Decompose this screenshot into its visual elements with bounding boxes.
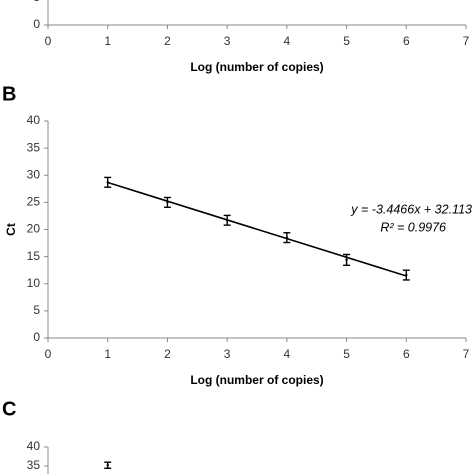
x-tick-label: 1 bbox=[104, 34, 111, 48]
point bbox=[166, 201, 169, 204]
x-tick-label: 7 bbox=[463, 347, 470, 361]
y-tick-label: 25 bbox=[27, 195, 41, 209]
y-tick-label: 0 bbox=[33, 17, 40, 31]
equation: y = -3.4466x + 32.113 bbox=[350, 202, 472, 216]
x-tick-label: 7 bbox=[463, 34, 470, 48]
point bbox=[225, 219, 229, 222]
y-tick-label: 35 bbox=[27, 140, 41, 154]
y-tick-label: 35 bbox=[27, 458, 41, 472]
point bbox=[405, 273, 408, 277]
panel-label: B bbox=[2, 83, 16, 105]
point bbox=[106, 464, 109, 467]
y-tick-label: 30 bbox=[27, 167, 41, 181]
x-tick-label: 0 bbox=[45, 347, 52, 361]
y-tick-label: 20 bbox=[27, 222, 41, 236]
y-tick-label: 40 bbox=[27, 439, 41, 453]
y-tick-label: 5 bbox=[33, 0, 40, 4]
x-tick-label: 2 bbox=[164, 34, 171, 48]
x-tick-label: 4 bbox=[284, 34, 291, 48]
x-tick-label: 5 bbox=[343, 347, 350, 361]
y-axis-label: Ct bbox=[4, 223, 18, 236]
trend-line bbox=[107, 181, 407, 277]
y-tick-label: 15 bbox=[27, 249, 41, 263]
x-axis-label: Log (number of copies) bbox=[190, 373, 323, 387]
x-tick-label: 5 bbox=[343, 34, 350, 48]
y-tick-label: 40 bbox=[27, 113, 41, 127]
x-tick-label: 0 bbox=[45, 34, 52, 48]
r-squared: R² = 0.9976 bbox=[380, 220, 446, 234]
point bbox=[285, 236, 289, 239]
x-axis-label: Log (number of copies) bbox=[190, 60, 323, 74]
x-tick-label: 6 bbox=[403, 34, 410, 48]
y-tick-label: 0 bbox=[33, 330, 40, 344]
x-tick-label: 3 bbox=[224, 347, 231, 361]
panel-label: C bbox=[2, 398, 16, 420]
x-tick-label: 3 bbox=[224, 34, 231, 48]
x-tick-label: 6 bbox=[403, 347, 410, 361]
point bbox=[106, 181, 109, 184]
x-tick-label: 2 bbox=[164, 347, 171, 361]
y-tick-label: 5 bbox=[33, 303, 40, 317]
x-tick-label: 1 bbox=[104, 347, 111, 361]
x-tick-label: 4 bbox=[284, 347, 291, 361]
y-tick-label: 10 bbox=[27, 276, 41, 290]
point bbox=[345, 258, 348, 262]
